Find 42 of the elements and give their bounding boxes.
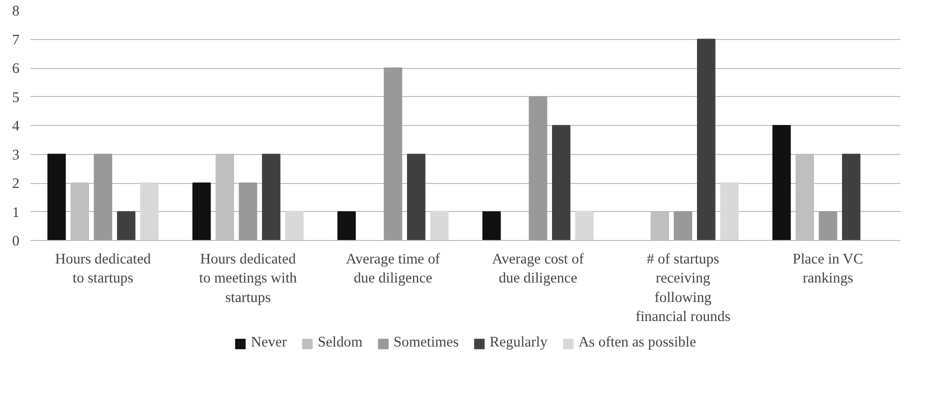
x-tick-label: Average time of due diligence [346, 252, 440, 287]
y-tick-label: 7 [12, 32, 20, 48]
bar [47, 154, 66, 240]
y-tick-label: 4 [12, 118, 20, 134]
bar [528, 96, 548, 240]
x-tick-label: # of startups receiving following financial rounds [636, 252, 731, 326]
x-tick-label: Hours dedicated to startups [55, 252, 152, 287]
bar [262, 154, 280, 240]
y-tick-label: 5 [12, 90, 20, 106]
x-tick-label: Place in VC rankings [792, 252, 864, 287]
y-tick-label: 8 [12, 4, 20, 20]
bar [697, 38, 716, 240]
legend-label: As often as possible [578, 334, 696, 352]
bar [720, 182, 739, 240]
bar [94, 154, 112, 240]
legend-label: Seldom [318, 334, 363, 352]
legend-label: Never [250, 334, 287, 352]
bar [337, 211, 356, 240]
bar [238, 182, 258, 240]
legend-label: Regularly [490, 334, 548, 352]
bar [117, 211, 136, 240]
y-tick-label: 6 [12, 61, 20, 77]
bar [818, 211, 838, 240]
legend-label: Sometimes [394, 334, 459, 352]
bar [430, 211, 449, 240]
bar [482, 211, 501, 240]
bar [285, 211, 304, 240]
x-tick-label: Average cost of due diligence [492, 252, 584, 287]
y-tick-label: 1 [12, 204, 20, 221]
bar [140, 182, 159, 240]
bar [552, 125, 570, 240]
y-tick-label: 0 [12, 234, 20, 250]
bar [384, 68, 402, 240]
x-tick-label: Hours dedicated to meetings with startups [199, 252, 298, 306]
bar [674, 211, 692, 240]
bar [575, 211, 594, 240]
y-tick-label: 3 [12, 147, 20, 164]
bar [192, 182, 211, 240]
y-tick-label: 2 [12, 176, 20, 192]
bar [407, 154, 426, 240]
bar [842, 154, 860, 240]
bar [772, 125, 791, 240]
